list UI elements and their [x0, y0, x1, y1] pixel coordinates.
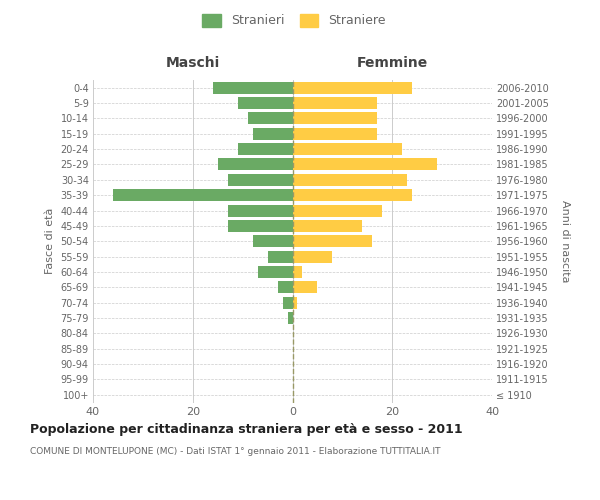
Bar — [293, 282, 317, 294]
Bar — [227, 174, 293, 186]
Text: COMUNE DI MONTELUPONE (MC) - Dati ISTAT 1° gennaio 2011 - Elaborazione TUTTITALI: COMUNE DI MONTELUPONE (MC) - Dati ISTAT … — [30, 448, 440, 456]
Text: Maschi: Maschi — [166, 56, 220, 70]
Y-axis label: Anni di nascita: Anni di nascita — [560, 200, 570, 282]
Bar — [293, 158, 437, 170]
Bar — [287, 312, 293, 324]
Bar — [268, 250, 293, 262]
Bar — [293, 236, 373, 247]
Y-axis label: Fasce di età: Fasce di età — [45, 208, 55, 274]
Bar — [238, 97, 293, 109]
Bar — [227, 220, 293, 232]
Legend: Stranieri, Straniere: Stranieri, Straniere — [200, 11, 388, 30]
Bar — [293, 82, 412, 94]
Text: Popolazione per cittadinanza straniera per età e sesso - 2011: Popolazione per cittadinanza straniera p… — [30, 422, 463, 436]
Bar — [293, 250, 332, 262]
Bar — [293, 143, 402, 155]
Bar — [293, 174, 407, 186]
Bar — [293, 97, 377, 109]
Bar — [227, 204, 293, 216]
Bar — [253, 128, 293, 140]
Bar — [293, 220, 362, 232]
Bar — [113, 189, 293, 201]
Bar — [293, 204, 382, 216]
Bar — [293, 128, 377, 140]
Bar — [253, 236, 293, 247]
Bar — [293, 266, 302, 278]
Bar — [213, 82, 293, 94]
Bar — [293, 112, 377, 124]
Bar — [248, 112, 293, 124]
Bar — [293, 189, 412, 201]
Bar — [257, 266, 293, 278]
Bar — [293, 296, 298, 308]
Bar — [283, 296, 293, 308]
Bar — [218, 158, 293, 170]
Text: Femmine: Femmine — [356, 56, 428, 70]
Bar — [238, 143, 293, 155]
Bar — [278, 282, 293, 294]
